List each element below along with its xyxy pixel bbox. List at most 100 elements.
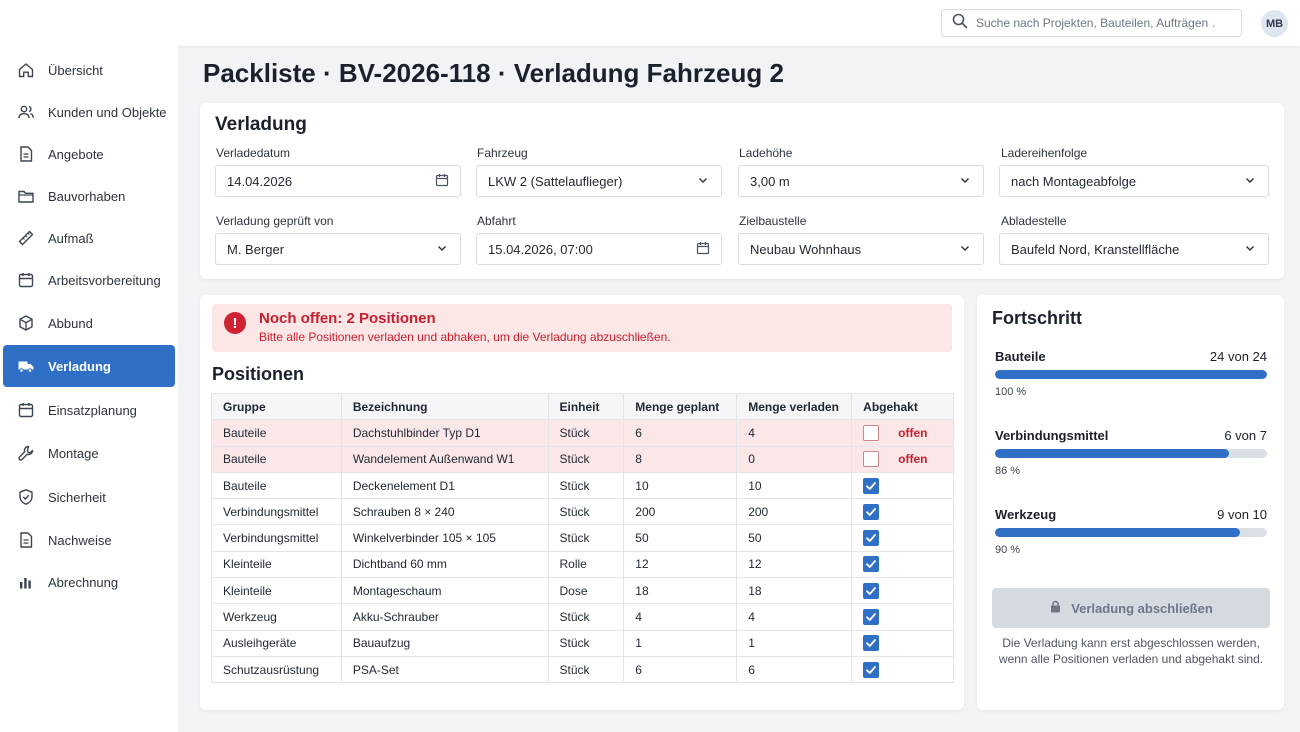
chevron-down-icon bbox=[435, 241, 449, 258]
calendar-icon bbox=[17, 271, 35, 289]
sidebar-item-bauvorhaben[interactable]: Bauvorhaben bbox=[3, 175, 175, 217]
ladereihenfolge-select[interactable]: nach Montageabfolge bbox=[999, 165, 1269, 197]
geprueft-von-select[interactable]: M. Berger bbox=[215, 233, 461, 265]
ladereihenfolge-label: Ladereihenfolge bbox=[1001, 146, 1088, 160]
checkbox-checked[interactable] bbox=[863, 609, 880, 626]
checkbox-checked[interactable] bbox=[863, 582, 880, 599]
table-row[interactable]: Bauteile Wandelement Außenwand W1 Stück 8 0 o… bbox=[211, 445, 954, 473]
verladedatum-label: Verladedatum bbox=[216, 146, 291, 160]
cell-abgehakt bbox=[851, 498, 954, 526]
cell-bezeichnung: Dachstuhlbinder Typ D1 bbox=[340, 419, 549, 447]
fortschritt-title: Fortschritt bbox=[992, 308, 1082, 328]
sidebar: Übersicht Kunden und Objekte Angebote Ba… bbox=[0, 46, 178, 732]
checkbox-checked[interactable] bbox=[863, 530, 880, 547]
sidebar-item-abrechnung[interactable]: Abrechnung bbox=[3, 561, 175, 603]
status-offen: offen bbox=[898, 425, 928, 440]
avatar[interactable]: MB bbox=[1261, 10, 1288, 37]
column-header-gruppe[interactable]: Gruppe bbox=[211, 392, 342, 421]
sidebar-item-label: Bauvorhaben bbox=[48, 188, 126, 204]
geprueft-von-label: Verladung geprüft von bbox=[216, 214, 334, 228]
table-header-row: Gruppe Bezeichnung Einheit Menge geplant… bbox=[211, 392, 954, 421]
table-row[interactable]: Bauteile Dachstuhlbinder Typ D1 Stück 6 4 off… bbox=[211, 419, 954, 447]
cell-bezeichnung: PSA-Set bbox=[340, 655, 549, 684]
checkbox-unchecked[interactable] bbox=[863, 451, 880, 468]
checkbox-checked[interactable] bbox=[863, 635, 880, 652]
column-header-bezeichnung[interactable]: Bezeichnung bbox=[340, 392, 549, 421]
cell-verladen: 12 bbox=[736, 550, 853, 579]
sidebar-item-uebersicht[interactable]: Übersicht bbox=[3, 49, 175, 91]
calendar-icon[interactable] bbox=[435, 173, 449, 190]
progress-bar bbox=[995, 528, 1267, 537]
progress-count: 6 von 7 bbox=[1224, 428, 1267, 443]
verladedatum-value: 14.04.2026 bbox=[227, 173, 293, 189]
search-input[interactable] bbox=[976, 16, 1216, 30]
abladestelle-select[interactable]: Baufeld Nord, Kranstellfläche bbox=[999, 233, 1269, 265]
chevron-down-icon bbox=[1243, 173, 1257, 190]
sidebar-item-arbeitsvorbereitung[interactable]: Arbeitsvorbereitung bbox=[3, 259, 175, 301]
sidebar-item-label: Angebote bbox=[48, 146, 104, 162]
sidebar-item-nachweise[interactable]: Nachweise bbox=[3, 519, 175, 561]
sidebar-item-kunden[interactable]: Kunden und Objekte bbox=[3, 91, 175, 133]
cell-geplant: 6 bbox=[623, 419, 738, 447]
table-row[interactable]: Ausleihgeräte Bauaufzug Stück 1 1 bbox=[211, 629, 954, 657]
zielbaustelle-label: Zielbaustelle bbox=[739, 214, 807, 228]
table-row[interactable]: Verbindungsmittel Winkelverbinder 105 × 1… bbox=[211, 524, 954, 552]
progress-name: Werkzeug bbox=[995, 507, 1057, 522]
cell-abgehakt bbox=[851, 524, 954, 552]
checkbox-checked[interactable] bbox=[863, 661, 880, 678]
check-icon bbox=[866, 560, 877, 569]
alert-text: Bitte alle Positionen verladen und abhak… bbox=[259, 330, 671, 344]
chevron-down-icon bbox=[696, 173, 710, 190]
column-header-abgehakt[interactable]: Abgehakt bbox=[851, 392, 954, 421]
ladehoehe-select[interactable]: 3,00 m bbox=[738, 165, 984, 197]
chevron-down-icon bbox=[1243, 241, 1257, 258]
cell-abgehakt: offen bbox=[851, 419, 954, 447]
cell-einheit: Stück bbox=[547, 445, 625, 473]
cell-einheit: Dose bbox=[547, 577, 625, 605]
table-row[interactable]: Schutzausrüstung PSA-Set Stück 6 6 bbox=[211, 655, 954, 684]
table-row[interactable]: Verbindungsmittel Schrauben 8 × 240 Stück 2… bbox=[211, 498, 954, 526]
verladung-abschliessen-button[interactable]: Verladung abschließen bbox=[992, 588, 1270, 628]
cell-verladen: 0 bbox=[736, 445, 853, 473]
hint-line-2: wenn alle Positionen verladen und abgeha… bbox=[998, 652, 1264, 666]
column-header-menge-geplant[interactable]: Menge geplant bbox=[623, 392, 738, 421]
sidebar-item-abbund[interactable]: Abbund bbox=[3, 302, 175, 344]
open-items-alert: ! Noch offen: 2 Positionen Bitte alle Po… bbox=[212, 304, 952, 352]
ruler-icon bbox=[17, 229, 35, 247]
abfahrt-field[interactable]: 15.04.2026, 07:00 bbox=[476, 233, 722, 265]
progress-fill bbox=[995, 370, 1267, 379]
sidebar-item-montage[interactable]: Montage bbox=[3, 432, 175, 474]
progress-name: Bauteile bbox=[995, 349, 1046, 364]
table-row[interactable]: Kleinteile Dichtband 60 mm Rolle 12 12 bbox=[211, 550, 954, 579]
search-box[interactable] bbox=[941, 9, 1242, 37]
table-row[interactable]: Bauteile Deckenelement D1 Stück 10 10 bbox=[211, 471, 954, 500]
sidebar-item-angebote[interactable]: Angebote bbox=[3, 133, 175, 175]
checkbox-checked[interactable] bbox=[863, 477, 880, 494]
sidebar-item-verladung[interactable]: Verladung bbox=[3, 345, 175, 387]
zielbaustelle-select[interactable]: Neubau Wohnhaus bbox=[738, 233, 984, 265]
cell-abgehakt bbox=[851, 471, 954, 500]
home-icon bbox=[17, 61, 35, 79]
fahrzeug-select[interactable]: LKW 2 (Sattelauflieger) bbox=[476, 165, 722, 197]
column-header-einheit[interactable]: Einheit bbox=[547, 392, 625, 421]
cell-abgehakt bbox=[851, 577, 954, 605]
verladedatum-field[interactable]: 14.04.2026 bbox=[215, 165, 461, 197]
checkbox-checked[interactable] bbox=[863, 556, 880, 573]
table-row[interactable]: Kleinteile Montageschaum Dose 18 18 bbox=[211, 577, 954, 605]
table-row[interactable]: Werkzeug Akku-Schrauber Stück 4 4 bbox=[211, 603, 954, 631]
column-header-menge-verladen[interactable]: Menge verladen bbox=[736, 392, 853, 421]
sidebar-item-aufmass[interactable]: Aufmaß bbox=[3, 217, 175, 259]
document-icon bbox=[17, 145, 35, 163]
sidebar-item-label: Sicherheit bbox=[48, 489, 106, 505]
progress-fill bbox=[995, 528, 1240, 537]
checkbox-checked[interactable] bbox=[863, 503, 880, 520]
sidebar-item-einsatzplanung[interactable]: Einsatzplanung bbox=[3, 389, 175, 431]
cell-verladen: 18 bbox=[736, 577, 853, 605]
lock-icon bbox=[1049, 600, 1071, 616]
cell-bezeichnung: Schrauben 8 × 240 bbox=[340, 498, 549, 526]
checkbox-unchecked[interactable] bbox=[863, 424, 880, 441]
calendar-icon[interactable] bbox=[696, 241, 710, 258]
close-hint: Die Verladung kann erst abgeschlossen we… bbox=[992, 635, 1270, 667]
sidebar-item-sicherheit[interactable]: Sicherheit bbox=[3, 476, 175, 518]
cell-einheit: Stück bbox=[547, 629, 625, 657]
